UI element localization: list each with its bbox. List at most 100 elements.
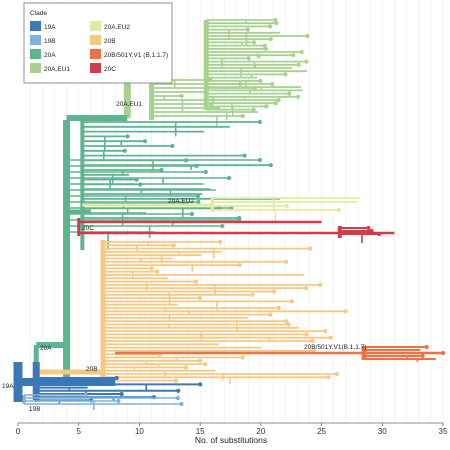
tip-point	[238, 81, 243, 87]
legend-entry-label: 20C	[104, 66, 116, 73]
tip-point	[273, 17, 278, 23]
legend-entry-label: 20B/501Y.V1 (B.1.1.7)	[104, 52, 168, 59]
tip-point	[114, 375, 119, 381]
tip-point	[142, 139, 148, 144]
clade-label: 20C	[82, 225, 94, 232]
tip-point	[175, 395, 181, 401]
legend-title: Clade	[30, 10, 47, 17]
tip-point	[203, 169, 208, 175]
tip-point	[189, 211, 195, 217]
legend-swatch	[30, 21, 41, 31]
legend-entry-label: 19B	[44, 38, 56, 45]
tip-point	[246, 56, 251, 61]
tip-point	[308, 246, 313, 251]
tip-point	[220, 223, 225, 229]
tip-point	[237, 263, 242, 268]
tip-point	[229, 205, 234, 211]
tip-point	[369, 228, 374, 234]
tree-branches	[13, 17, 446, 410]
tip-point	[216, 105, 221, 111]
legend-entry-label: 20A	[44, 52, 56, 59]
tip-point	[198, 382, 203, 387]
clade-label: 19B	[29, 406, 41, 413]
tip-point	[193, 279, 199, 284]
tip-point	[196, 199, 201, 205]
tip-point	[217, 239, 223, 245]
tip-point	[283, 72, 288, 77]
tip-point	[267, 24, 273, 29]
legend-swatch	[90, 35, 101, 45]
tip-point	[274, 21, 279, 26]
tip-point	[286, 322, 291, 327]
tip-point	[240, 113, 245, 119]
tip-point	[263, 46, 269, 51]
legend-swatch	[30, 49, 41, 59]
tip-point	[203, 362, 208, 367]
legend-swatch	[90, 49, 101, 59]
clade-label: 19A	[2, 383, 14, 390]
x-tick-label: 25	[317, 427, 326, 436]
x-axis: 0 5 10 15 20 25 30 35	[16, 422, 448, 436]
tip-point	[287, 91, 292, 96]
tip-point	[284, 203, 289, 209]
x-tick-label: 20	[256, 427, 265, 436]
tip-point	[262, 43, 267, 48]
tip-point	[271, 289, 277, 294]
legend: Clade 19A 19B 20A 20A.EU1 20A.EU2 20B 20B/501Y.…	[23, 2, 173, 84]
tip-point	[245, 27, 250, 32]
tip-point	[284, 319, 289, 324]
tip-point	[208, 77, 213, 83]
clade-label: 20B/501Y.V1(B.1.1.7)	[304, 344, 366, 351]
legend-entry-label: 20B	[104, 38, 116, 45]
tip-point	[304, 332, 309, 337]
tip-point	[155, 269, 160, 274]
legend-entry-label: 20A.EU1	[44, 66, 70, 73]
tip-point	[179, 401, 184, 407]
tip-point	[310, 338, 315, 344]
tip-point	[328, 335, 333, 340]
tip-point	[116, 398, 121, 404]
tip-point	[291, 53, 296, 58]
tip-point	[299, 49, 304, 55]
x-tick-label: 15	[196, 427, 205, 436]
tip-point	[211, 97, 216, 103]
tip-point	[125, 134, 130, 139]
tip-point	[326, 375, 331, 380]
tip-point	[209, 101, 214, 107]
tip-point	[270, 81, 275, 87]
tip-point	[251, 107, 256, 112]
tip-point	[343, 309, 348, 314]
tip-point	[122, 148, 127, 153]
tip-point	[183, 365, 189, 370]
x-tick-label: 5	[76, 427, 81, 436]
legend-swatch	[90, 21, 101, 31]
tip-point	[296, 94, 301, 99]
tip-point	[226, 175, 232, 181]
clade-label: 20B	[86, 366, 98, 373]
tip-point	[258, 78, 263, 83]
tip-point	[284, 259, 289, 264]
tip-point	[318, 282, 323, 287]
tip-point	[304, 286, 309, 291]
tip-point	[289, 299, 295, 304]
tip-point	[173, 378, 178, 383]
tip-point	[251, 40, 257, 45]
x-axis-title: No. of substitutions	[195, 435, 267, 445]
tip-point	[198, 358, 203, 363]
legend-entry-label: 20A.EU2	[104, 24, 130, 31]
tip-point	[366, 225, 371, 231]
tip-point	[273, 101, 278, 106]
legend-swatch	[90, 63, 101, 73]
clade-label: 20A.EU1	[116, 101, 142, 108]
tip-point	[242, 153, 247, 158]
tip-point	[171, 243, 176, 248]
tip-point	[257, 119, 262, 125]
tip-point	[336, 207, 341, 213]
tip-point	[170, 143, 175, 149]
tip-point	[276, 305, 281, 311]
tip-point	[195, 193, 201, 199]
tip-point	[304, 59, 309, 64]
tip-point	[323, 329, 328, 334]
x-tick-label: 10	[135, 427, 144, 436]
